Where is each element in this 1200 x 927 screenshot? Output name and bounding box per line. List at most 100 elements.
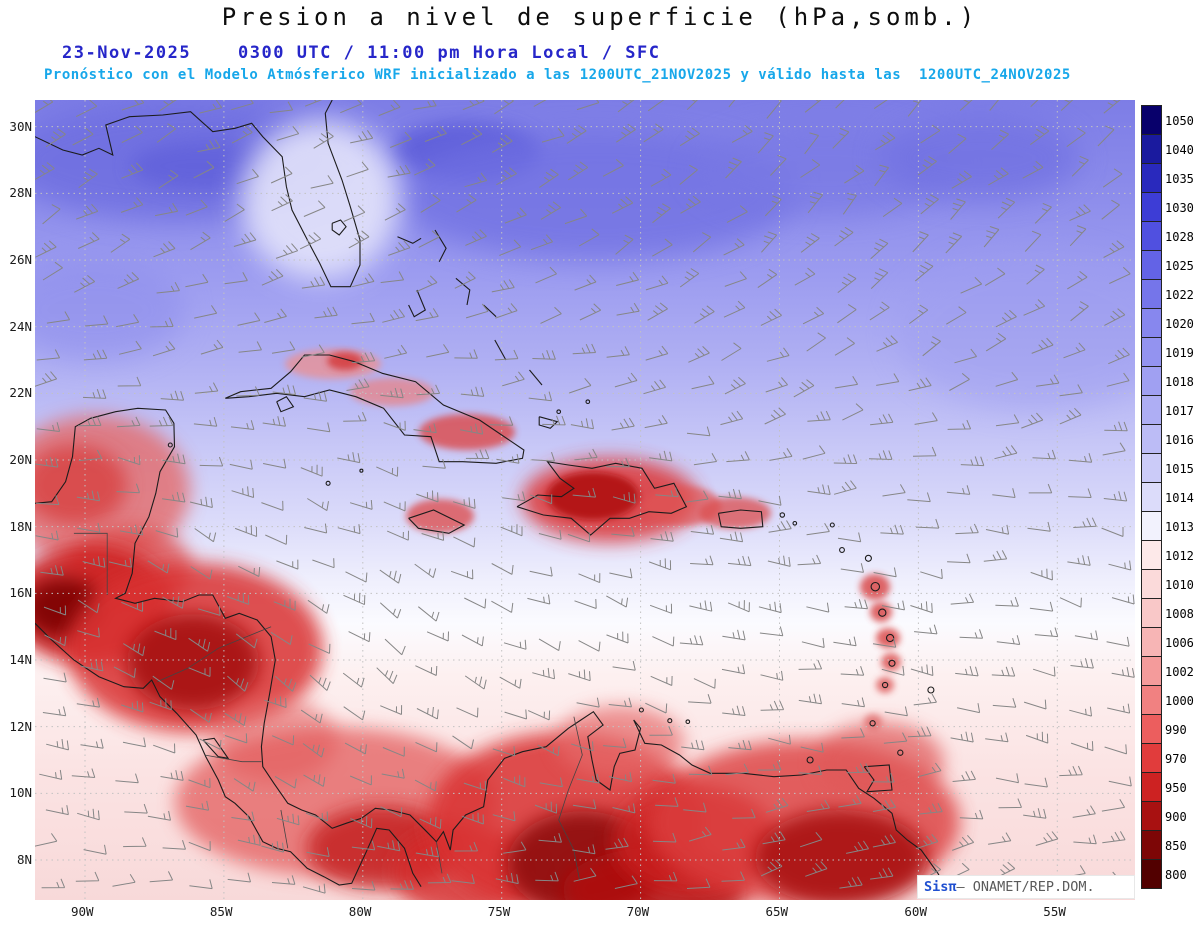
wind-barb	[44, 634, 67, 647]
lon-label-70W: 70W	[626, 904, 650, 919]
wind-barb	[380, 271, 405, 283]
wind-barb	[1097, 125, 1115, 147]
lat-label-22N: 22N	[9, 385, 32, 401]
valid-datetime-line: 23-Nov-2025 0300 UTC / 11:00 pm Hora Loc…	[62, 43, 661, 63]
wind-barb	[415, 846, 439, 858]
wind-barb	[956, 703, 981, 714]
wind-barb	[301, 344, 325, 358]
wind-barb	[1107, 703, 1131, 714]
wind-barb	[261, 500, 284, 511]
wind-barb	[41, 878, 66, 889]
wind-barb	[528, 391, 553, 402]
wind-barb	[985, 332, 1007, 352]
wind-barb	[952, 770, 976, 782]
wind-barb	[870, 268, 889, 289]
colorbar-swatch	[1141, 337, 1162, 367]
island-outline	[167, 442, 173, 448]
wind-barb	[185, 273, 209, 288]
wind-barb	[193, 160, 215, 179]
wind-barb	[504, 207, 527, 224]
wind-barb	[880, 524, 904, 535]
colorbar-value: 1017	[1163, 403, 1196, 418]
wind-barb	[237, 312, 261, 326]
wind-barb	[922, 336, 941, 357]
wind-barb	[236, 168, 259, 185]
wind-barb	[1108, 776, 1132, 787]
wind-barb	[807, 484, 831, 495]
wind-barb	[576, 773, 600, 784]
wind-barb	[503, 775, 526, 788]
wind-barb	[200, 339, 224, 355]
wind-barb	[842, 403, 864, 421]
wind-barb	[227, 872, 251, 883]
coastline-path	[225, 354, 525, 464]
wind-barb	[348, 230, 370, 249]
wind-barb	[721, 871, 745, 882]
wind-barb	[150, 317, 174, 328]
wind-barb	[492, 811, 516, 822]
wind-barb	[1034, 202, 1052, 224]
wind-barb	[454, 349, 478, 359]
wind-barb	[998, 798, 1022, 809]
wind-barb	[84, 315, 109, 327]
wind-barb	[343, 706, 366, 721]
wind-barb	[833, 636, 857, 647]
wind-barb	[616, 123, 636, 143]
colorbar-row: 1014	[1141, 482, 1196, 512]
wind-barb	[77, 416, 102, 427]
wind-barb	[1063, 342, 1086, 359]
wind-barb	[1102, 831, 1126, 844]
wind-barb	[1104, 421, 1128, 432]
wind-barb	[152, 675, 175, 690]
colorbar-value: 1013	[1163, 519, 1196, 534]
wind-barb	[76, 203, 99, 220]
wind-barb	[197, 605, 221, 616]
wind-barb	[1111, 594, 1135, 605]
wind-barb	[757, 268, 778, 289]
wind-barb	[162, 453, 186, 465]
wind-barb	[384, 344, 408, 359]
wind-barb	[305, 811, 329, 822]
wind-barb	[350, 816, 373, 829]
wind-barb	[1069, 225, 1087, 247]
wind-barb	[720, 410, 744, 426]
wind-barb	[502, 491, 526, 502]
wind-barb	[723, 238, 745, 256]
wind-barb	[800, 159, 821, 178]
page-title: Presion a nivel de superficie (hPa,somb.…	[221, 3, 979, 31]
wind-barb	[611, 196, 634, 214]
wind-barb	[764, 407, 786, 425]
wind-barb	[570, 418, 594, 430]
wind-barb	[274, 675, 297, 692]
wind-barb	[1025, 731, 1049, 744]
wind-barb	[264, 696, 287, 708]
wind-barb	[985, 732, 1009, 743]
wind-barb	[155, 527, 179, 538]
colorbar-swatch	[1141, 395, 1162, 425]
island-outline	[878, 608, 887, 617]
wind-barb	[1106, 636, 1130, 647]
wind-barb	[188, 666, 211, 677]
colorbar-row: 850	[1141, 830, 1196, 860]
wind-barbs-layer	[35, 100, 1135, 894]
colorbar-value: 800	[1163, 867, 1189, 882]
watermark-text: – ONAMET/REP.DOM.	[956, 879, 1095, 895]
wind-barb	[650, 675, 673, 686]
colorbar-swatch	[1141, 627, 1162, 657]
wind-barb	[384, 203, 406, 221]
wind-barb	[643, 123, 664, 143]
colorbar-value: 1035	[1163, 171, 1196, 186]
wind-barb	[909, 304, 929, 325]
colorbar-value: 1002	[1163, 664, 1196, 679]
wind-barb	[694, 305, 715, 324]
coastlines-layer	[35, 100, 950, 894]
wind-barb	[299, 232, 322, 250]
wind-barb	[690, 524, 715, 535]
wind-barb	[124, 803, 148, 814]
wind-barb	[43, 672, 67, 683]
pressure-anomaly-blob	[130, 142, 280, 190]
wind-barb	[424, 126, 447, 142]
lat-label-24N: 24N	[9, 318, 32, 334]
wind-barb	[1030, 568, 1053, 581]
wind-barb	[158, 100, 177, 112]
